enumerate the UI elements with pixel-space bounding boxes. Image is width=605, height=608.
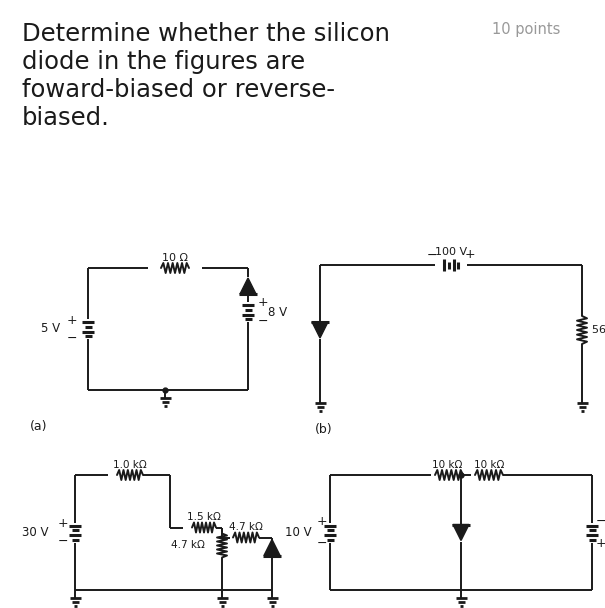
Text: 10 kΩ: 10 kΩ	[432, 460, 462, 470]
Text: −: −	[57, 535, 68, 548]
Text: (a): (a)	[30, 420, 48, 433]
Text: diode in the figures are: diode in the figures are	[22, 50, 305, 74]
Text: 1.5 kΩ: 1.5 kΩ	[187, 513, 221, 522]
Text: −: −	[67, 331, 77, 345]
Text: +: +	[465, 249, 476, 261]
Text: 100 V: 100 V	[435, 247, 467, 257]
Text: 10 V: 10 V	[286, 526, 312, 539]
Text: biased.: biased.	[22, 106, 110, 130]
Text: 560 Ω: 560 Ω	[592, 325, 605, 335]
Polygon shape	[312, 322, 328, 338]
Text: 10 kΩ: 10 kΩ	[474, 460, 504, 470]
Text: 5 V: 5 V	[41, 322, 60, 336]
Text: 4.7 kΩ: 4.7 kΩ	[229, 522, 263, 533]
Polygon shape	[453, 525, 469, 541]
Text: +: +	[316, 515, 327, 528]
Text: 10 Ω: 10 Ω	[162, 253, 188, 263]
Text: +: +	[57, 517, 68, 530]
Text: +: +	[67, 314, 77, 326]
Text: 10 points: 10 points	[492, 22, 560, 37]
Text: 8 V: 8 V	[268, 305, 287, 319]
Text: (b): (b)	[315, 423, 333, 436]
Text: 30 V: 30 V	[22, 526, 49, 539]
Text: foward-biased or reverse-: foward-biased or reverse-	[22, 78, 335, 102]
Polygon shape	[240, 278, 256, 294]
Text: −: −	[316, 537, 327, 550]
Text: −: −	[596, 515, 605, 528]
Text: −: −	[258, 314, 269, 328]
Text: +: +	[258, 297, 269, 309]
Text: −: −	[427, 249, 437, 261]
Text: 4.7 kΩ: 4.7 kΩ	[171, 541, 205, 550]
Text: Determine whether the silicon: Determine whether the silicon	[22, 22, 390, 46]
Text: +: +	[596, 537, 605, 550]
Text: 1.0 kΩ: 1.0 kΩ	[113, 460, 147, 470]
Polygon shape	[264, 539, 280, 556]
